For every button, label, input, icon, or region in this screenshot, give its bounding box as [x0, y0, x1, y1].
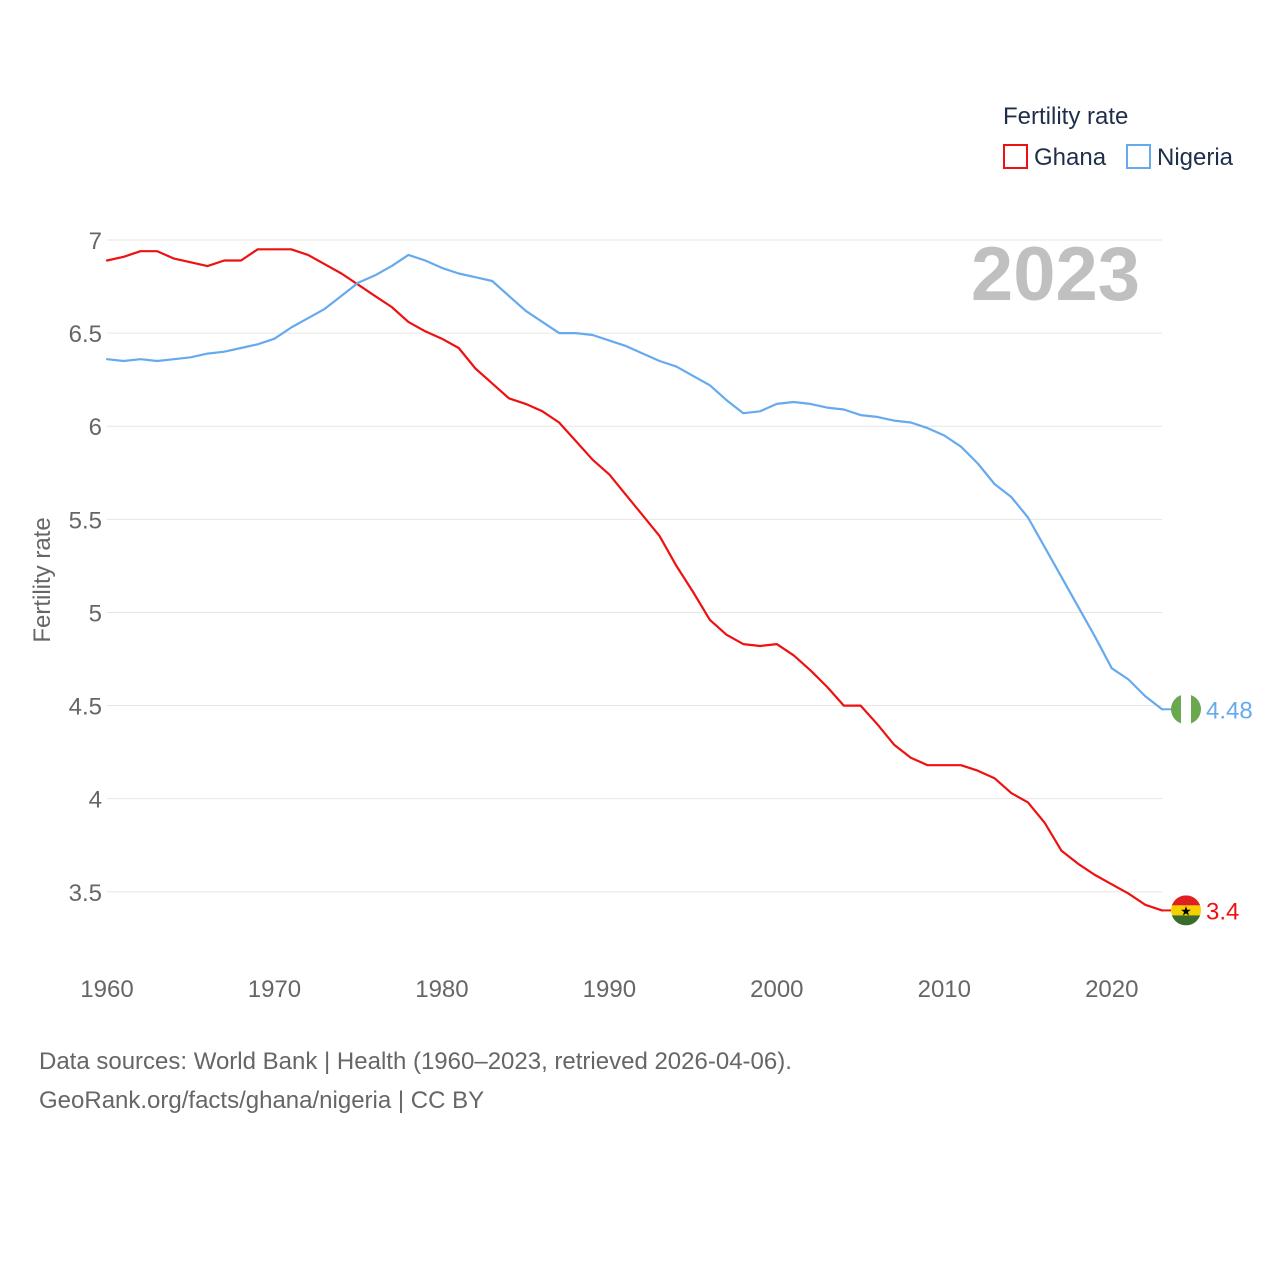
series-line-nigeria — [105, 253, 1164, 711]
gridlines — [107, 239, 1162, 893]
x-tick-label: 2020 — [1085, 976, 1138, 1003]
ghana-flag-icon: ★ — [1171, 895, 1201, 926]
y-tick-label: 6 — [89, 414, 102, 441]
legend-title: Fertility rate — [1003, 103, 1128, 130]
y-tick-label: 5.5 — [69, 507, 102, 534]
y-tick-label: 6.5 — [69, 321, 102, 348]
flag-stripe — [1171, 895, 1201, 906]
year-watermark: 2023 — [971, 232, 1140, 317]
x-tick-label: 1970 — [248, 976, 301, 1003]
x-tick-label: 1990 — [583, 976, 636, 1003]
x-tick-label: 2000 — [750, 976, 803, 1003]
flag-stripe — [1181, 694, 1191, 725]
legend-label-ghana: Ghana — [1034, 144, 1107, 171]
y-tick-label: 5 — [89, 600, 102, 627]
flag-stripe — [1191, 694, 1201, 725]
x-axis-ticks: 1960 1970 1980 1990 2000 2010 2020 — [80, 976, 1138, 1003]
y-axis-label: Fertility rate — [29, 517, 56, 642]
source-line-2[interactable]: GeoRank.org/facts/ghana/nigeria | CC BY — [39, 1087, 484, 1114]
y-tick-label: 7 — [89, 228, 102, 255]
y-tick-label: 4 — [89, 787, 102, 814]
flag-stripe — [1171, 915, 1201, 926]
flag-star: ★ — [1180, 903, 1192, 918]
flag-stripe — [1171, 694, 1181, 725]
series-line-ghana — [105, 248, 1164, 912]
legend: Fertility rate Ghana Nigeria — [1003, 103, 1234, 171]
end-label-ghana: 3.4 — [1206, 898, 1239, 925]
legend-item-nigeria[interactable]: Nigeria — [1126, 144, 1234, 171]
y-tick-label: 3.5 — [69, 880, 102, 907]
y-tick-label: 4.5 — [69, 694, 102, 721]
x-tick-label: 1980 — [415, 976, 468, 1003]
end-markers: ★ 3.4 4.48 — [1162, 694, 1253, 926]
source-line-1: Data sources: World Bank | Health (1960–… — [39, 1048, 792, 1075]
x-tick-label: 2010 — [918, 976, 971, 1003]
legend-swatch-ghana — [1003, 144, 1028, 169]
series-lines — [105, 248, 1164, 912]
nigeria-flag-icon — [1171, 694, 1201, 725]
legend-swatch-nigeria — [1126, 144, 1151, 169]
legend-label-nigeria: Nigeria — [1157, 144, 1234, 171]
end-label-nigeria: 4.48 — [1206, 697, 1253, 724]
y-axis-ticks: 3.5 4 4.5 5 5.5 6 6.5 7 — [69, 228, 102, 907]
flag-stripe — [1171, 905, 1201, 916]
x-tick-label: 1960 — [80, 976, 133, 1003]
legend-item-ghana[interactable]: Ghana — [1003, 144, 1107, 171]
